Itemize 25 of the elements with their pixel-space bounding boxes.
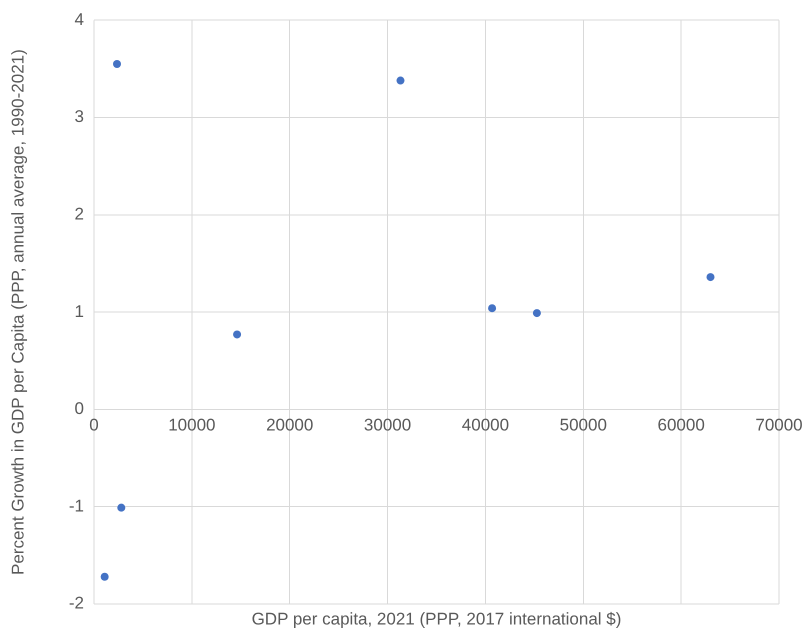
x-tick-label: 50000 xyxy=(560,415,607,434)
x-axis-title: GDP per capita, 2021 (PPP, 2017 international $) xyxy=(252,610,622,629)
y-axis-title: Percent Growth in GDP per Capita (PPP, annual average, 1990-2021) xyxy=(8,49,28,575)
y-tick-label: 1 xyxy=(74,302,84,321)
y-tick-label: 3 xyxy=(74,107,84,126)
y-tick-label: -2 xyxy=(68,594,84,613)
y-tick-label: -1 xyxy=(68,496,84,516)
y-tick-label: 4 xyxy=(74,10,84,29)
point xyxy=(117,504,126,512)
x-tick-label: 10000 xyxy=(168,415,216,434)
x-tick-label: 20000 xyxy=(266,415,314,434)
point xyxy=(488,304,496,312)
point xyxy=(532,309,541,318)
x-tick-label: 60000 xyxy=(658,415,705,434)
point xyxy=(112,60,121,68)
y-tick-label: 0 xyxy=(74,399,84,418)
x-tick-label: 0 xyxy=(89,415,99,434)
y-tick-label: 2 xyxy=(74,204,84,224)
point xyxy=(100,572,109,581)
x-tick-label: 30000 xyxy=(364,415,412,434)
point xyxy=(396,76,404,85)
point xyxy=(233,330,242,338)
x-tick-label: 40000 xyxy=(462,415,510,434)
point xyxy=(706,273,714,282)
x-tick-label: 70000 xyxy=(755,415,803,434)
